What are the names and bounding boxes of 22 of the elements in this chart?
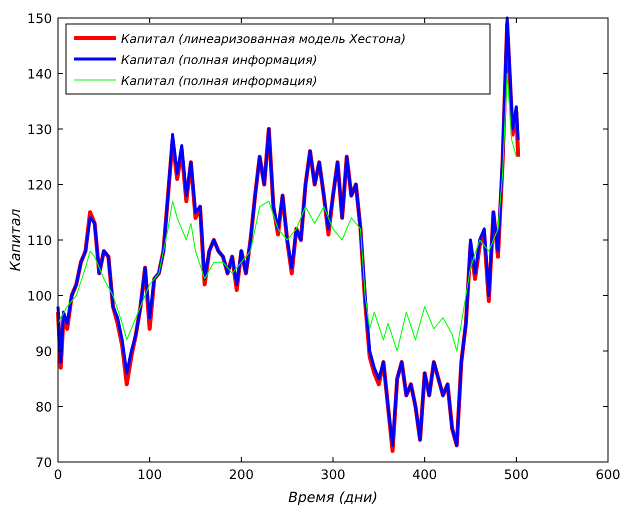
x-tick-label: 0 bbox=[54, 468, 62, 483]
legend-label: Капитал (полная информация) bbox=[121, 74, 318, 88]
legend-label: Капитал (полная информация) bbox=[121, 53, 318, 67]
y-tick-label: 110 bbox=[27, 234, 52, 249]
x-tick-label: 100 bbox=[137, 468, 162, 483]
legend-label: Капитал (линеаризованная модель Хестона) bbox=[121, 32, 406, 46]
y-tick-label: 140 bbox=[27, 68, 52, 82]
y-tick-label: 70 bbox=[35, 456, 52, 471]
x-tick-label: 300 bbox=[320, 468, 346, 483]
x-tick-label: 600 bbox=[596, 468, 620, 483]
y-tick-label: 120 bbox=[27, 178, 52, 194]
y-tick-label: 80 bbox=[35, 400, 52, 416]
y-tick-label: 150 bbox=[27, 12, 52, 27]
y-tick-label: 90 bbox=[35, 345, 52, 360]
x-tick-label: 200 bbox=[228, 468, 254, 483]
x-axis-title: Время (дни) bbox=[288, 490, 378, 506]
y-tick-label: 100 bbox=[27, 290, 52, 304]
x-tick-label: 500 bbox=[504, 468, 529, 483]
y-tick-label: 130 bbox=[27, 123, 52, 138]
line-series bbox=[58, 73, 517, 352]
y-axis-title: Капитал bbox=[8, 208, 24, 272]
x-tick-label: 400 bbox=[412, 468, 438, 483]
